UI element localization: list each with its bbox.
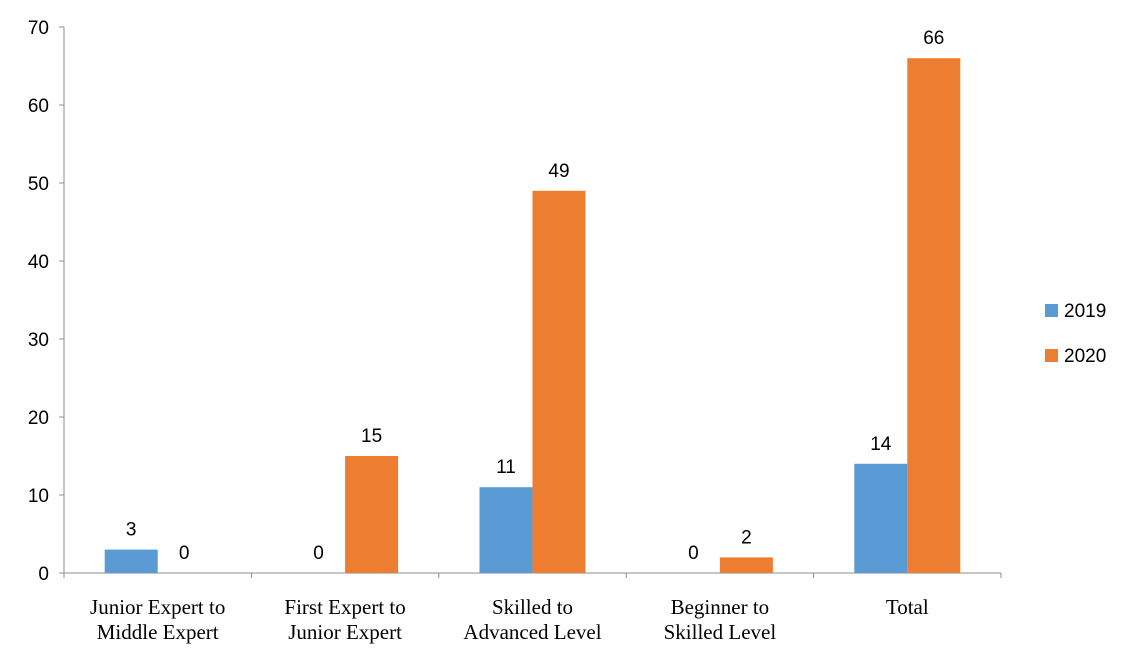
data-labels: 3 0 11 0 14 0 15 49 2 66 <box>126 28 944 564</box>
bar-2020-4 <box>907 58 961 573</box>
bars <box>104 58 961 574</box>
y-tick-label: 60 <box>28 96 49 117</box>
legend-swatch-2020 <box>1045 349 1058 362</box>
y-axis: 0 10 20 30 40 50 60 70 <box>28 18 65 585</box>
x-category-label: First Expert to Junior Expert <box>284 595 405 644</box>
bar-2019-4 <box>854 463 908 573</box>
x-category-label: Total <box>886 595 929 619</box>
y-tick-label: 50 <box>28 174 49 195</box>
data-label-2019-1: 0 <box>313 543 324 564</box>
y-tick-label: 10 <box>28 486 49 507</box>
data-label-2019-3: 0 <box>688 543 699 564</box>
data-label-2020-1: 15 <box>361 426 382 447</box>
data-label-2019-4: 14 <box>870 434 892 455</box>
x-category-label: Beginner to Skilled Level <box>664 595 777 644</box>
data-label-2020-4: 66 <box>923 28 944 49</box>
bar-2020-1 <box>345 456 399 573</box>
bar-2020-2 <box>532 190 586 574</box>
y-tick-label: 20 <box>28 408 49 429</box>
x-category-label: Skilled to Advanced Level <box>463 595 601 644</box>
y-tick-label: 0 <box>38 564 49 585</box>
y-tick-label: 30 <box>28 330 49 351</box>
legend-label-2019: 2019 <box>1064 301 1106 322</box>
data-label-2020-0: 0 <box>179 543 190 564</box>
legend-label-2020: 2020 <box>1064 346 1106 367</box>
data-label-2019-2: 11 <box>496 457 516 478</box>
y-tick-label: 70 <box>28 18 49 39</box>
data-label-2020-2: 49 <box>548 161 569 182</box>
bar-2019-2 <box>479 487 533 573</box>
y-tick-label: 40 <box>28 252 49 273</box>
data-label-2019-0: 3 <box>126 520 137 541</box>
legend-swatch-2019 <box>1045 304 1058 317</box>
bar-2020-3 <box>719 557 773 573</box>
data-label-2020-3: 2 <box>741 527 752 548</box>
bar-2019-0 <box>104 549 158 573</box>
x-axis: Junior Expert to Middle Expert First Exper… <box>63 572 1002 644</box>
x-category-label: Junior Expert to Middle Expert <box>90 595 225 644</box>
legend: 2019 2020 <box>1045 301 1106 367</box>
